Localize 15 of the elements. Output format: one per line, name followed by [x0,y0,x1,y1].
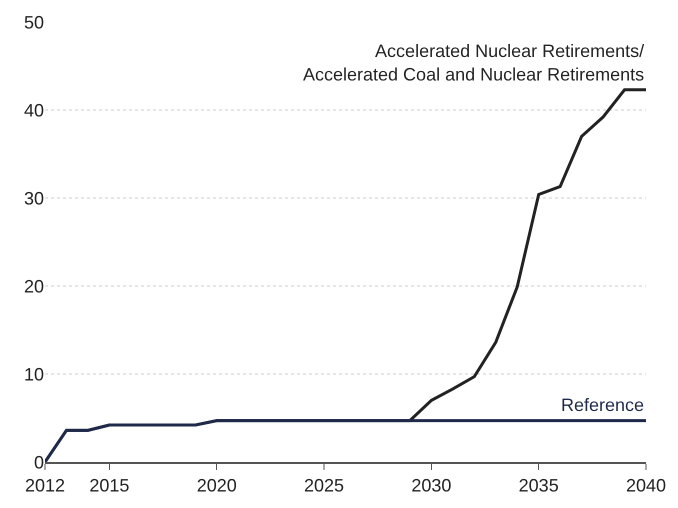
y-tick-label: 50 [24,12,44,32]
x-tick-label: 2012 [24,476,66,496]
y-tick-label: 20 [24,276,44,296]
y-tick-label: 30 [24,188,44,208]
series-label: Reference [561,395,644,415]
x-tick-label: 2020 [196,476,237,496]
x-tick-label: 2035 [518,476,559,496]
y-tick-label: 40 [24,100,44,120]
y-tick-label: 10 [24,364,44,384]
y-tick-label: 0 [34,452,44,472]
x-tick-label: 2015 [89,476,130,496]
x-tick-label: 2040 [626,476,666,496]
x-tick-label: 2030 [411,476,452,496]
series-label: Accelerated Nuclear Retirements/ Accelerated Coal and Nuclear Retirements [303,41,644,84]
x-tick-label: 2025 [304,476,344,496]
